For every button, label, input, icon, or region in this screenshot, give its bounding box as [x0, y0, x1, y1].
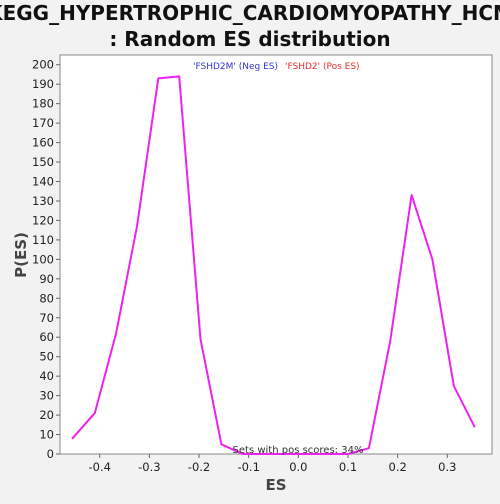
data-point — [347, 453, 349, 455]
x-tick-label: 0.1 — [339, 460, 357, 474]
data-point — [241, 453, 244, 455]
chart-subtitle: : Random ES distribution — [109, 27, 390, 51]
y-tick-label: 0 — [47, 447, 54, 461]
y-tick-label: 30 — [39, 389, 54, 403]
data-point — [71, 437, 74, 440]
legend-entry-neg-es: 'FSHD2M' (Neg ES) — [193, 62, 278, 72]
data-point — [304, 453, 307, 455]
data-point — [178, 75, 180, 78]
data-point — [452, 385, 455, 387]
series-layer — [71, 75, 476, 455]
x-axis: -0.4 -0.3 -0.2 -0.1 0.0 0.1 0.2 0.3 — [88, 454, 456, 474]
data-point — [157, 77, 160, 80]
y-axis: 0 10 20 30 40 50 60 70 80 90 100 110 120 130 140 150 160… — [32, 58, 60, 461]
y-tick-label: 120 — [32, 213, 54, 227]
y-tick-label: 50 — [39, 350, 54, 364]
x-tick-label: -0.2 — [188, 460, 210, 474]
es-distribution-line — [71, 75, 476, 455]
data-point — [262, 453, 265, 455]
y-tick-label: 170 — [32, 116, 54, 130]
y-tick-label: 200 — [32, 58, 54, 72]
y-tick-label: 80 — [39, 291, 54, 305]
y-axis-label: P(ES) — [12, 232, 30, 278]
y-tick-label: 70 — [39, 311, 54, 325]
x-tick-label: -0.1 — [237, 460, 259, 474]
y-tick-label: 10 — [39, 428, 54, 442]
chart-title: KEGG_HYPERTROPHIC_CARDIOMYOPATHY_HCM — [0, 1, 500, 25]
y-tick-label: 60 — [39, 330, 54, 344]
data-point — [115, 332, 117, 335]
x-axis-label: ES — [265, 476, 286, 494]
data-point — [431, 258, 434, 261]
y-tick-label: 90 — [39, 272, 54, 286]
data-point — [410, 194, 413, 196]
data-point — [220, 443, 223, 446]
x-tick-label: 0.3 — [438, 460, 456, 474]
legend-entry-pos-es: 'FSHD2' (Pos ES) — [285, 62, 360, 72]
x-tick-label: -0.3 — [138, 460, 160, 474]
y-tick-label: 20 — [39, 408, 54, 422]
y-tick-label: 110 — [32, 233, 54, 247]
data-point — [368, 447, 370, 449]
y-tick-label: 150 — [32, 155, 54, 169]
data-point — [325, 453, 328, 455]
y-tick-label: 180 — [32, 97, 54, 111]
pos-scores-annotation: Sets with pos scores: 34% — [233, 445, 364, 456]
plot-area — [59, 54, 493, 455]
data-point — [136, 225, 138, 228]
y-tick-label: 100 — [32, 252, 54, 266]
data-point — [199, 338, 202, 340]
data-point — [389, 340, 392, 342]
y-tick-label: 160 — [32, 136, 54, 150]
data-point — [473, 425, 476, 428]
data-point — [283, 453, 286, 455]
data-point — [93, 412, 96, 414]
y-tick-label: 140 — [32, 175, 54, 189]
x-tick-label: 0.0 — [289, 460, 307, 474]
x-tick-label: -0.4 — [88, 460, 110, 474]
y-tick-label: 190 — [32, 77, 54, 91]
y-tick-label: 130 — [32, 194, 54, 208]
x-tick-label: 0.2 — [389, 460, 407, 474]
y-tick-label: 40 — [39, 369, 54, 383]
